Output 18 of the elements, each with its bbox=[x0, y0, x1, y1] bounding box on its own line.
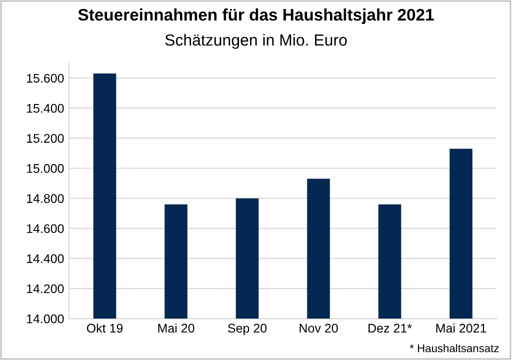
y-tick-label: 15.400 bbox=[26, 104, 64, 113]
y-tick-label: 14.000 bbox=[26, 314, 64, 324]
text: * Haushaltsansatz bbox=[410, 344, 499, 352]
y-tick-label: 15.000 bbox=[26, 164, 64, 173]
x-tick-label: Sep 20 bbox=[228, 324, 267, 336]
y-tick-label: 14.200 bbox=[26, 284, 64, 294]
y-tick-label: 15.200 bbox=[26, 134, 64, 143]
x-tick-label: Mai 20 bbox=[158, 323, 194, 333]
x-tick-label: Okt 19 bbox=[86, 323, 123, 333]
y-tick-label: 14.800 bbox=[26, 194, 64, 203]
x-tick-label: Dez 21* bbox=[368, 324, 412, 333]
chart-title: Steuereinnahmen für das Haushaltsjahr 2021 bbox=[78, 8, 434, 24]
chart-subtitle: Schätzungen in Mio. Euro bbox=[165, 34, 347, 49]
y-tick-label: 15.600 bbox=[26, 74, 64, 83]
y-tick-label: 14.600 bbox=[26, 224, 64, 234]
y-tick-label: 14.400 bbox=[26, 254, 64, 264]
x-tick-label: Nov 20 bbox=[300, 324, 338, 333]
x-tick-label: Mai 2021 bbox=[436, 323, 486, 333]
